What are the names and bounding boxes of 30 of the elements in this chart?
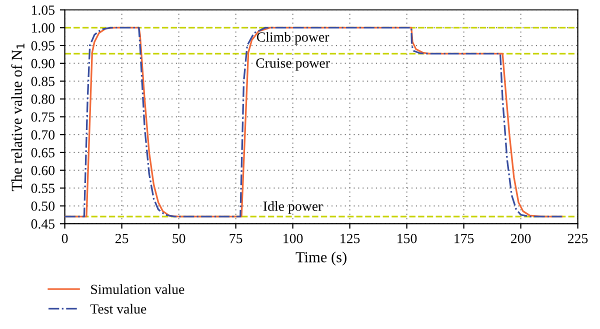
x-tick-label: 125 <box>340 234 360 244</box>
y-tick-label: 0.60 <box>31 166 55 176</box>
y-tick-label: 0.45 <box>31 219 55 229</box>
legend-label: Test value <box>90 304 146 314</box>
y-tick-label: 0.50 <box>31 201 55 211</box>
ref-line-label: Idle power <box>263 201 323 214</box>
y-tick-label: 0.95 <box>31 41 55 51</box>
y-axis-title: The relative value of N$_{1}$ <box>11 44 24 192</box>
y-tick-label: 0.55 <box>31 184 55 194</box>
y-tick-label: 0.70 <box>31 130 55 140</box>
x-axis-title: Time (s) <box>296 252 346 266</box>
y-tick-label: 0.75 <box>31 112 55 122</box>
y-tick-label: 1.05 <box>32 5 55 15</box>
y-tick-label: 0.80 <box>31 94 55 104</box>
x-tick-label: 200 <box>510 234 531 244</box>
x-tick-label: 25 <box>115 234 128 244</box>
x-tick-label: 100 <box>284 234 303 244</box>
x-tick-label: 0 <box>62 234 68 244</box>
x-tick-label: 150 <box>398 234 417 244</box>
y-tick-label: 0.65 <box>31 148 55 158</box>
y-tick-label: 0.90 <box>31 58 55 68</box>
x-tick-label: 50 <box>172 234 186 244</box>
ref-line-label: Cruise power <box>256 58 330 71</box>
y-tick-label: 1.00 <box>32 23 55 33</box>
x-tick-label: 175 <box>454 234 474 244</box>
legend-label: Simulation value <box>91 284 184 294</box>
x-tick-label: 225 <box>568 234 588 244</box>
ref-line-label: Climb power <box>256 32 330 45</box>
x-tick-label: 75 <box>230 234 242 244</box>
y-tick-label: 0.85 <box>31 76 55 86</box>
